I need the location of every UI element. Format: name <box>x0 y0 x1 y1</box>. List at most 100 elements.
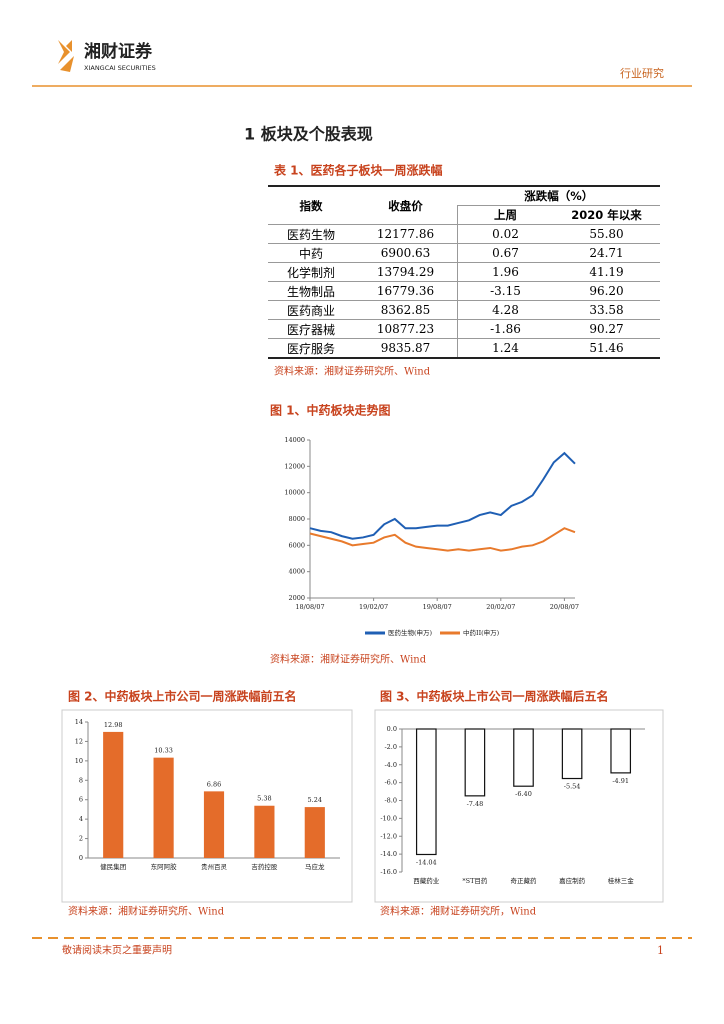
figure-source: 资料来源：湘财证券研究所，Wind <box>380 905 537 918</box>
x-tick-label: 18/08/07 <box>295 603 324 611</box>
cell: 生物制品 <box>268 281 354 301</box>
cell: 6900.63 <box>354 243 458 263</box>
bar <box>513 728 534 787</box>
series-line <box>309 527 576 552</box>
row: 医疗器械 10877.23 -1.86 90.27 <box>268 319 660 339</box>
x-tick-label: 奇正藏药 <box>511 876 538 885</box>
y-tick-label: 2000 <box>288 594 305 602</box>
x-tick-label: 20/02/07 <box>486 603 515 611</box>
index-table: 指数 收盘价 涨跌幅（%） 上周 2020 年以来 医药生物 12177.86 0.02 5… <box>268 185 660 359</box>
page-number: 1 <box>657 944 664 957</box>
y-tick-label: -16.0 <box>380 868 397 876</box>
data-label: 12.98 <box>104 721 123 729</box>
cell: 41.19 <box>553 262 660 282</box>
section-title: 1 板块及个股表现 <box>244 125 373 144</box>
fig2-frame <box>61 709 353 903</box>
y-tick-label: 8000 <box>288 515 305 523</box>
y-tick-label: 14 <box>75 718 83 726</box>
row: 生物制品 16779.36 -3.15 96.20 <box>268 281 660 301</box>
y-tick-label: 2 <box>79 835 83 843</box>
cell: 12177.86 <box>354 224 458 244</box>
y-tick-label: -10.0 <box>380 814 397 822</box>
cell: 9835.87 <box>354 338 458 359</box>
fig3-frame <box>374 709 664 903</box>
data-label: 5.38 <box>257 795 271 803</box>
row: 医药生物 12177.86 0.02 55.80 <box>268 224 660 244</box>
x-tick-label: 桂林三金 <box>608 876 635 885</box>
cell: 1.24 <box>457 338 553 359</box>
cell: 8362.85 <box>354 300 458 320</box>
bar <box>203 791 225 858</box>
cell: 4.28 <box>457 300 553 320</box>
table-source: 资料来源：湘财证券研究所、Wind <box>274 365 431 378</box>
cell: 医疗服务 <box>268 338 354 359</box>
y-tick-label: 12 <box>75 737 83 745</box>
table-caption: 表 1、医药各子板块一周涨跌幅 <box>273 163 443 178</box>
cell: 10877.23 <box>354 319 458 339</box>
y-tick-label: -12.0 <box>380 832 397 840</box>
th: 收盘价 <box>354 185 458 225</box>
x-tick-label: 马应龙 <box>305 862 325 871</box>
footer-notice: 敬请阅读末页之重要声明 <box>62 944 172 957</box>
x-tick-label: 19/02/07 <box>359 603 388 611</box>
category: 行业研究 <box>620 66 664 80</box>
data-label: -7.48 <box>467 800 484 808</box>
x-tick-label: 20/08/07 <box>550 603 579 611</box>
row: 中药 6900.63 0.67 24.71 <box>268 243 660 263</box>
x-tick-label: 东阿阿胶 <box>151 862 178 871</box>
bar <box>153 757 174 858</box>
data-label: 6.86 <box>207 780 221 788</box>
x-tick-label: 贵州百灵 <box>201 862 228 871</box>
y-tick-label: 6000 <box>288 541 305 549</box>
cell: 1.96 <box>457 262 553 282</box>
x-tick-label: 19/08/07 <box>423 603 452 611</box>
bar <box>610 728 632 774</box>
y-tick-label: 10000 <box>284 489 305 497</box>
cell: 0.67 <box>457 243 553 263</box>
y-tick-label: 4 <box>79 815 83 823</box>
cell: 中药 <box>268 243 354 263</box>
row: 医疗服务 9835.87 1.24 51.46 <box>268 338 660 359</box>
bar <box>464 728 486 797</box>
bar <box>561 728 583 780</box>
cell: 55.80 <box>553 224 660 244</box>
x-tick-label: 嘉应制药 <box>559 876 586 885</box>
y-tick-label: 10 <box>75 757 83 765</box>
data-label: -14.04 <box>416 858 437 866</box>
legend-label: 中药II(申万) <box>463 628 500 637</box>
cell: 医药生物 <box>268 224 354 244</box>
th: 2020 年以来 <box>553 205 660 225</box>
data-label: -4.91 <box>612 777 629 785</box>
y-tick-label: -6.0 <box>384 779 397 787</box>
y-tick-label: 14000 <box>284 436 305 444</box>
cell: 13794.29 <box>354 262 458 282</box>
legend-label: 医药生物(申万) <box>388 628 433 637</box>
data-label: 5.24 <box>308 796 322 804</box>
data-label: 10.33 <box>154 747 173 755</box>
cell: 16779.36 <box>354 281 458 301</box>
cell: -3.15 <box>457 281 553 301</box>
figure-caption: 图 3、中药板块上市公司一周涨跌幅后五名 <box>380 689 609 704</box>
cell: -1.86 <box>457 319 553 339</box>
row: 医药商业 8362.85 4.28 33.58 <box>268 300 660 320</box>
data-label: -5.54 <box>564 783 581 791</box>
y-tick-label: -2.0 <box>384 743 397 751</box>
cell: 化学制剂 <box>268 262 354 282</box>
cell: 24.71 <box>553 243 660 263</box>
th: 上周 <box>457 205 553 225</box>
logo-icon <box>58 40 74 72</box>
y-tick-label: -4.0 <box>384 761 397 769</box>
x-tick-label: 吉药控股 <box>251 862 278 871</box>
logo-cn: 湘财证券 <box>84 41 153 62</box>
cell: 医疗器械 <box>268 319 354 339</box>
logo-en: XIANGCAI SECURITIES <box>84 64 156 72</box>
x-tick-label: *ST目药 <box>462 876 488 885</box>
y-tick-label: -8.0 <box>384 797 397 805</box>
cell: 90.27 <box>553 319 660 339</box>
y-tick-label: 8 <box>79 776 83 784</box>
row: 化学制剂 13794.29 1.96 41.19 <box>268 262 660 282</box>
cell: 0.02 <box>457 224 553 244</box>
bar <box>103 731 124 858</box>
